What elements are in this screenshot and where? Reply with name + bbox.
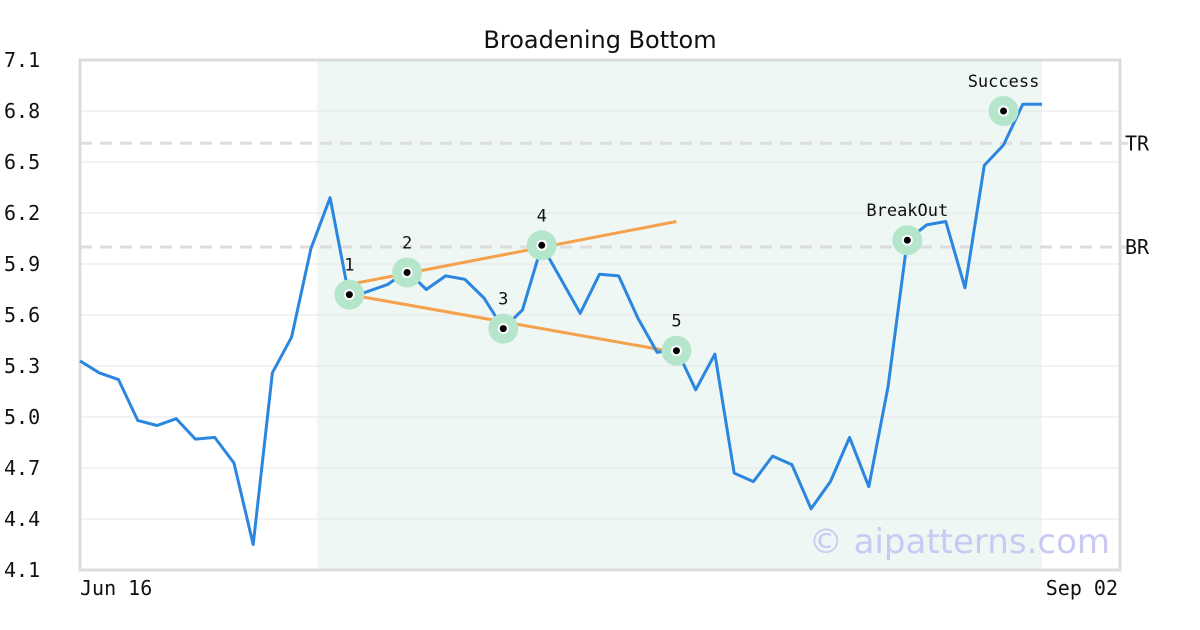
point-dot bbox=[672, 347, 680, 355]
point-dot bbox=[499, 325, 507, 333]
level-label-br: BR bbox=[1125, 235, 1150, 259]
y-tick-label: 6.5 bbox=[4, 150, 40, 174]
y-tick-label: 5.3 bbox=[4, 354, 40, 378]
point-dot bbox=[903, 236, 911, 244]
x-label-end: Sep 02 bbox=[1046, 576, 1118, 600]
y-tick-label: 4.1 bbox=[4, 558, 40, 582]
y-tick-label: 4.4 bbox=[4, 507, 40, 531]
y-axis-ticks: 7.1 6.8 6.5 6.2 5.9 5.6 5.3 5.0 4.7 4.4 4.1 bbox=[4, 48, 40, 582]
point-label-4: 4 bbox=[537, 206, 547, 226]
pattern-points: 1 2 3 4 5 BreakOut Success bbox=[334, 72, 1039, 366]
price-line bbox=[79, 102, 1042, 546]
y-tick-label: 5.9 bbox=[4, 252, 40, 276]
watermark: © aipatterns.com bbox=[809, 522, 1110, 562]
y-tick-label: 5.0 bbox=[4, 405, 40, 429]
point-dot bbox=[538, 241, 546, 249]
point-dot bbox=[345, 291, 353, 299]
grid-lines bbox=[80, 110, 1120, 520]
y-tick-label: 6.2 bbox=[4, 201, 40, 225]
y-tick-label: 4.7 bbox=[4, 456, 40, 480]
point-dot bbox=[1000, 107, 1008, 115]
level-label-tr: TR bbox=[1125, 131, 1150, 155]
point-label-success: Success bbox=[968, 72, 1040, 92]
plot-frame bbox=[78, 58, 1122, 572]
point-label-3: 3 bbox=[498, 290, 508, 310]
point-label-1: 1 bbox=[344, 256, 354, 276]
point-dot bbox=[403, 269, 411, 276]
y-tick-label: 7.1 bbox=[4, 48, 40, 72]
x-label-start: Jun 16 bbox=[80, 576, 152, 600]
y-tick-label: 5.6 bbox=[4, 303, 40, 327]
chart-title: Broadening Bottom bbox=[483, 26, 716, 54]
point-label-2: 2 bbox=[402, 234, 412, 254]
point-label-5: 5 bbox=[671, 312, 681, 332]
y-tick-label: 6.8 bbox=[4, 99, 40, 123]
point-label-breakout: BreakOut bbox=[866, 201, 948, 221]
